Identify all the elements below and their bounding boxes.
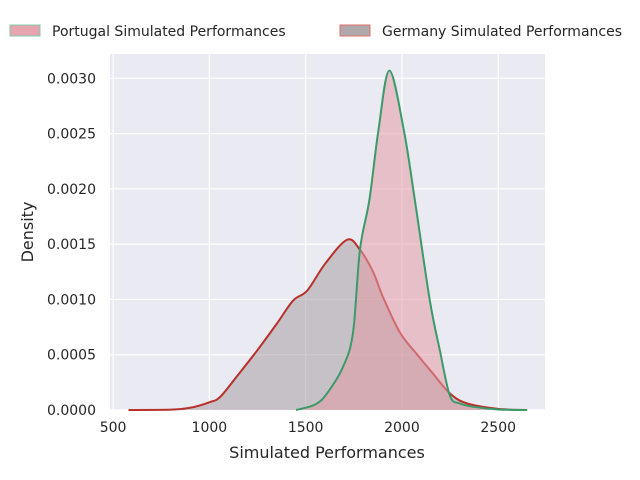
y-axis-label: Density [18, 202, 37, 263]
x-tick-label: 2500 [480, 420, 516, 436]
y-tick-label: 0.0005 [47, 348, 96, 364]
x-axis-label: Simulated Performances [229, 443, 425, 462]
y-tick-label: 0.0030 [47, 71, 96, 87]
legend: Portugal Simulated Performances Germany … [9, 24, 622, 40]
x-tick-label: 1500 [288, 420, 324, 436]
legend-swatch-portugal [9, 24, 41, 37]
portugal-density-line [295, 69, 528, 411]
legend-swatch-germany [339, 24, 371, 37]
x-tick-label: 1000 [192, 420, 228, 436]
x-tick-label: 2000 [384, 420, 420, 436]
legend-label-germany: Germany Simulated Performances [382, 24, 622, 40]
legend-label-portugal: Portugal Simulated Performances [52, 24, 286, 40]
y-tick-label: 0.0020 [47, 182, 96, 198]
portugal-density-fill [296, 70, 528, 410]
y-tick-label: 0.0000 [47, 403, 96, 419]
y-tick-label: 0.0025 [47, 127, 96, 143]
x-tick-label: 500 [100, 420, 127, 436]
y-tick-label: 0.0015 [47, 237, 96, 253]
y-tick-label: 0.0010 [47, 292, 96, 308]
